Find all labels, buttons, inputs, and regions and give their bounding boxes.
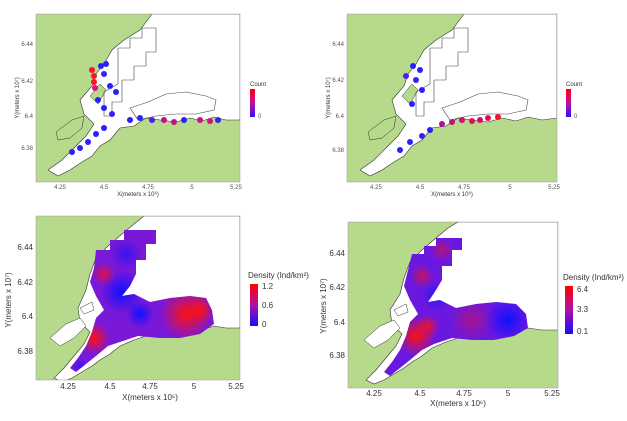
map-panel-count-2: 4.25 4.5 4.75 5 5.25 X(meters x 10⁶) 6.4… bbox=[312, 0, 627, 205]
legend-title: Density (Ind/km²) bbox=[563, 273, 624, 282]
legend-title: Density (Ind/km²) bbox=[248, 271, 309, 280]
x-tick: 4.25 bbox=[370, 185, 382, 191]
island bbox=[55, 115, 85, 141]
study-area-outline bbox=[103, 27, 157, 117]
legend-tick: 0 bbox=[262, 320, 267, 329]
legend-title: Count bbox=[250, 82, 266, 88]
x-tick: 4.5 bbox=[414, 389, 426, 398]
legend-colorbar bbox=[250, 284, 258, 326]
x-axis-ticks: 4.25 4.5 4.75 5 5.25 bbox=[60, 382, 244, 391]
x-axis-ticks: 4.25 4.5 4.75 5 5.25 bbox=[54, 185, 242, 191]
y-tick: 6.42 bbox=[332, 78, 344, 84]
map-svg-density-1: 4.25 4.5 4.75 5 5.25 X(meters x 10⁶) 6.4… bbox=[4, 215, 309, 402]
y-tick: 6.44 bbox=[21, 42, 33, 48]
x-tick: 5 bbox=[506, 389, 511, 398]
legend: Density (Ind/km²) 6.4 3.3 0.1 bbox=[563, 273, 624, 336]
y-tick: 6.4 bbox=[25, 114, 34, 120]
x-tick: 5.25 bbox=[548, 185, 560, 191]
map-svg-count-2: 4.25 4.5 4.75 5 5.25 X(meters x 10⁶) 6.4… bbox=[325, 13, 582, 198]
map-panel-density-2: 4.25 4.5 4.75 5 5.25 X(meters x 10⁶) 6.4… bbox=[312, 210, 627, 421]
x-axis-ticks: 4.25 4.5 4.75 5 5.25 bbox=[370, 185, 560, 191]
y-axis-label: Y(meters x 10⁷) bbox=[14, 77, 21, 119]
y-tick: 6.42 bbox=[21, 79, 33, 85]
y-tick: 6.44 bbox=[17, 243, 33, 252]
count-markers bbox=[397, 63, 501, 153]
study-area-outline bbox=[441, 91, 529, 121]
x-tick: 5.25 bbox=[230, 185, 242, 191]
map-panel-density-1: 4.25 4.5 4.75 5 5.25 X(meters x 10⁶) 6.4… bbox=[0, 210, 310, 421]
x-axis-label: X(meters x 10⁶) bbox=[117, 191, 159, 198]
legend-tick: 0 bbox=[258, 114, 262, 120]
y-axis-ticks: 6.44 6.42 6.4 6.38 bbox=[17, 243, 33, 356]
legend-tick: 6.4 bbox=[577, 285, 589, 294]
legend: Count 0 bbox=[566, 82, 582, 120]
legend-tick: 1.2 bbox=[262, 282, 274, 291]
x-tick: 5 bbox=[190, 185, 194, 191]
y-tick: 6.4 bbox=[334, 318, 346, 327]
x-tick: 5 bbox=[508, 185, 512, 191]
count-markers bbox=[69, 61, 221, 155]
y-tick: 6.42 bbox=[17, 278, 33, 287]
map-svg-density-2: 4.25 4.5 4.75 5 5.25 X(meters x 10⁶) 6.4… bbox=[319, 221, 624, 408]
y-axis-label: Y(meters x 10⁷) bbox=[319, 278, 328, 334]
x-tick: 5.25 bbox=[228, 382, 244, 391]
island bbox=[79, 301, 95, 315]
island bbox=[367, 115, 397, 141]
map-svg-count-1: 4.25 4.5 4.75 5 5.25 X(meters x 10⁶) 6.4… bbox=[14, 13, 266, 198]
y-tick: 6.38 bbox=[21, 146, 33, 152]
legend-title: Count bbox=[566, 82, 582, 88]
x-tick: 5 bbox=[192, 382, 197, 391]
y-tick: 6.4 bbox=[22, 312, 34, 321]
x-axis-label: X(meters x 10⁶) bbox=[122, 393, 178, 402]
y-axis-ticks: 6.44 6.42 6.4 6.38 bbox=[329, 249, 345, 360]
legend-tick: 0.6 bbox=[262, 301, 274, 310]
legend-tick: 0.1 bbox=[577, 327, 589, 336]
legend-colorbar bbox=[566, 89, 571, 117]
x-axis-ticks: 4.25 4.5 4.75 5 5.25 bbox=[366, 389, 560, 398]
island bbox=[363, 319, 401, 349]
x-tick: 4.75 bbox=[456, 389, 472, 398]
legend-tick: 3.3 bbox=[577, 305, 589, 314]
y-tick: 6.38 bbox=[17, 347, 33, 356]
x-tick: 4.25 bbox=[54, 185, 66, 191]
legend-colorbar bbox=[250, 89, 255, 117]
x-tick: 4.5 bbox=[104, 382, 116, 391]
y-tick: 6.38 bbox=[329, 351, 345, 360]
y-tick: 6.44 bbox=[329, 249, 345, 258]
y-tick: 6.44 bbox=[332, 42, 344, 48]
x-tick: 4.5 bbox=[416, 185, 425, 191]
x-tick: 4.75 bbox=[142, 185, 154, 191]
y-axis-label: Y(meters x 10⁷) bbox=[4, 272, 13, 328]
legend: Density (Ind/km²) 1.2 0.6 0 bbox=[248, 271, 309, 329]
x-tick: 4.25 bbox=[366, 389, 382, 398]
island bbox=[49, 317, 87, 347]
study-area-outline bbox=[415, 27, 469, 117]
legend-tick: 0 bbox=[574, 114, 578, 120]
y-axis-label: Y(meters x 10⁷) bbox=[325, 77, 332, 119]
legend-colorbar bbox=[565, 286, 573, 334]
map-panel-count-1: 4.25 4.5 4.75 5 5.25 X(meters x 10⁶) 6.4… bbox=[0, 0, 310, 205]
x-tick: 4.5 bbox=[100, 185, 109, 191]
island bbox=[401, 83, 419, 105]
y-tick: 6.38 bbox=[332, 148, 344, 154]
x-tick: 4.75 bbox=[142, 382, 158, 391]
x-axis-label: X(meters x 10⁶) bbox=[430, 399, 486, 408]
y-axis-ticks: 6.44 6.42 6.4 6.38 bbox=[332, 42, 344, 154]
y-tick: 6.42 bbox=[329, 283, 345, 292]
legend: Count 0 bbox=[250, 82, 266, 120]
x-tick: 5.25 bbox=[544, 389, 560, 398]
x-tick: 4.25 bbox=[60, 382, 76, 391]
y-tick: 6.4 bbox=[336, 114, 345, 120]
study-area-outline bbox=[129, 91, 217, 121]
x-axis-label: X(meters x 10⁶) bbox=[431, 191, 473, 198]
island bbox=[393, 303, 409, 317]
x-tick: 4.75 bbox=[458, 185, 470, 191]
y-axis-ticks: 6.44 6.42 6.4 6.38 bbox=[21, 42, 33, 152]
